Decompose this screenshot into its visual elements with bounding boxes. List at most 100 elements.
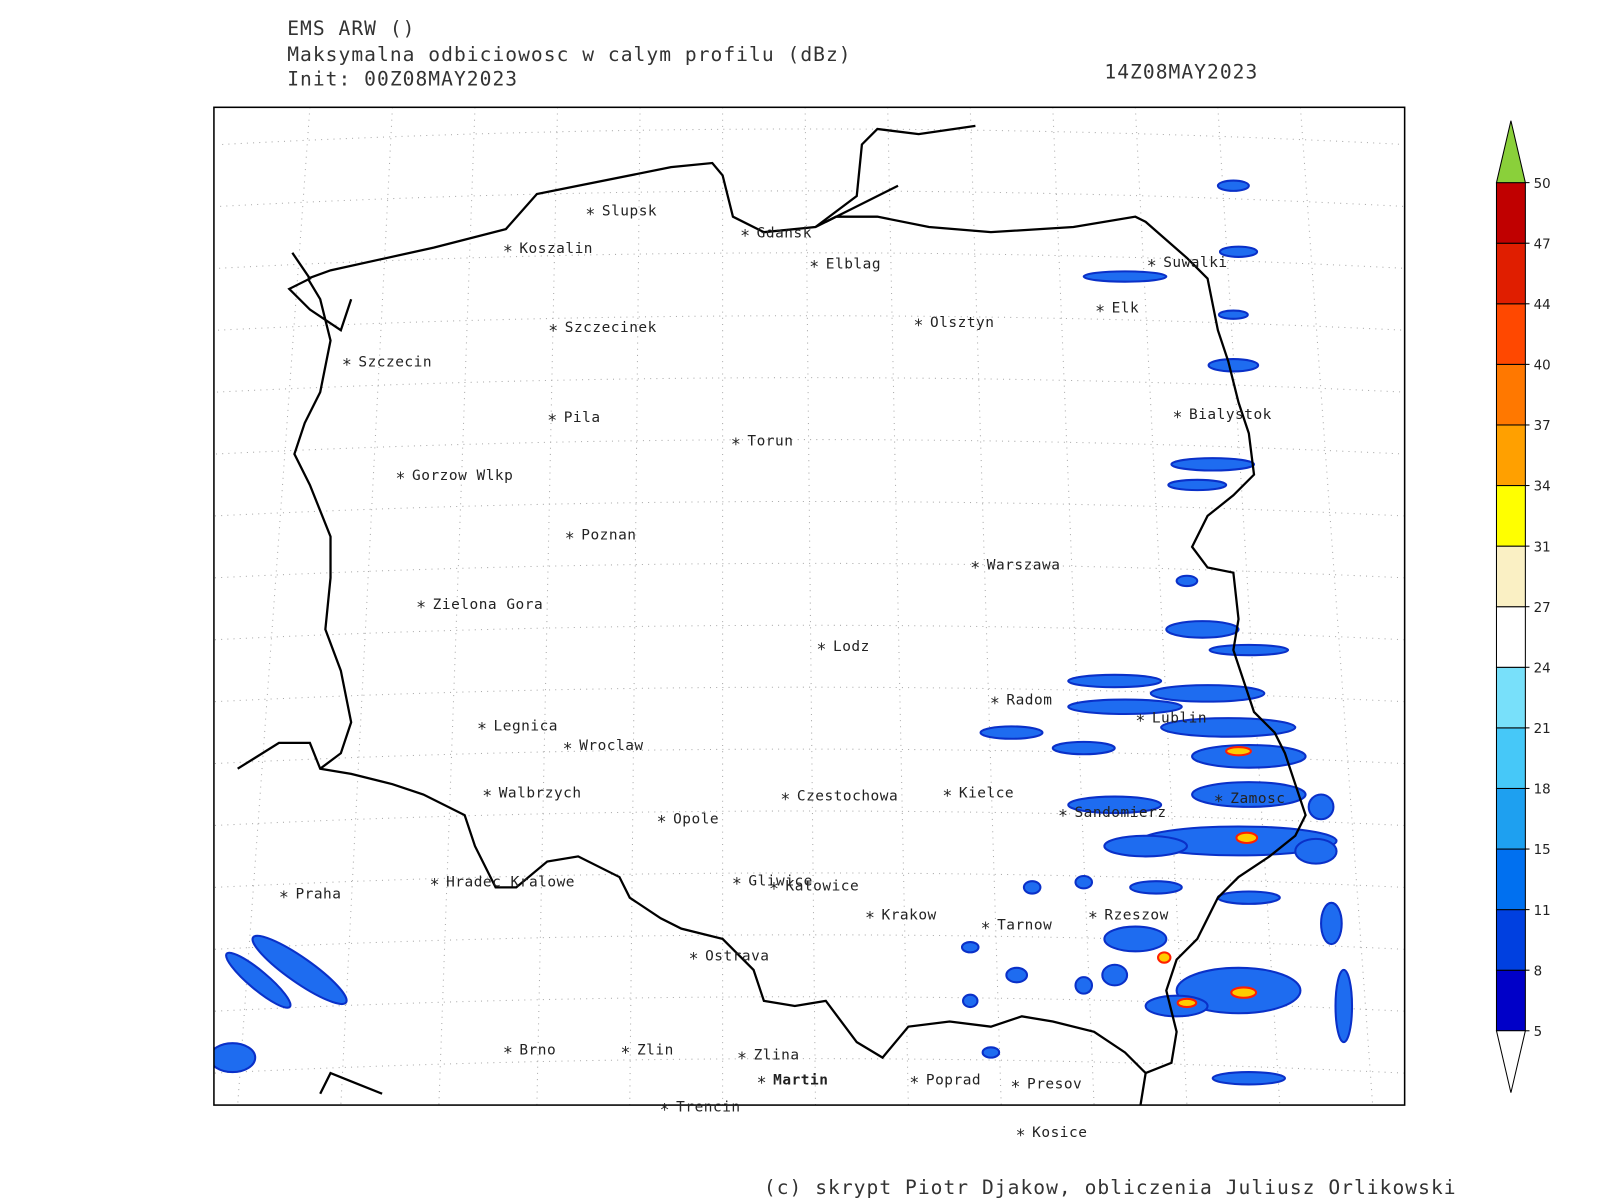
city-marker: * [1214,792,1224,811]
colorbar-tick-label: 50 [1534,177,1551,192]
city-marker: * [942,787,952,806]
colorbar-tick-label: 40 [1534,359,1551,374]
city-label: Hradec Kralowe [446,874,575,890]
city-marker: * [757,1074,767,1093]
city-label: Suwalki [1163,255,1227,271]
colorbar-tick-label: 18 [1534,783,1551,798]
colorbar-bin [1495,848,1526,911]
city-label: Rzeszow [1104,907,1168,923]
city-labels: * Slupsk * Koszalin * Gdansk * Elblag * Suwalki * E… [279,204,1285,1097]
colorbar-bin [1495,242,1526,305]
city-label: Pila [564,410,601,426]
colorbar-tick-label: 37 [1534,419,1551,434]
city-marker: * [737,1049,747,1068]
city-label: Sandomierz [1074,805,1166,821]
city-label: Zielona Gora [433,597,544,613]
city-label: Elblag [826,256,881,272]
city-label: Radom [1006,693,1052,709]
model-title: EMS ARW () [287,17,415,40]
field-title: Maksymalna odbiciowosc w calym profilu (… [287,43,851,66]
city-marker: * [780,790,790,809]
city-label: Martin [773,1072,828,1088]
city-marker: * [477,720,487,739]
city-label: Gorzow Wlkp [412,468,513,484]
city-marker: * [1016,1126,1026,1145]
graticule [214,107,1404,1106]
city-label: Zlin [637,1043,674,1059]
city-marker: * [981,919,991,938]
city-label: Lodz [833,639,870,655]
city-label: Koszalin [519,241,593,257]
city-label: Lublin [1152,710,1207,726]
city-label: Tarnow [997,918,1052,934]
city-label: Elk [1112,301,1140,317]
colorbar-over [1495,120,1527,184]
init-time: Init: 00Z08MAY2023 [287,68,518,91]
colorbar-bin [1495,909,1526,971]
city-marker: * [660,1100,670,1119]
city-marker: * [689,950,699,969]
city-label: Warszawa [987,558,1061,574]
city-marker: * [563,739,573,758]
city-label: Zlina [754,1048,800,1064]
city-marker: * [1010,1078,1020,1097]
city-marker: * [1095,302,1105,321]
city-label: Wroclaw [579,738,643,754]
colorbar-tick-label: 24 [1534,661,1551,676]
city-marker: * [1058,806,1068,825]
colorbar-tick-label: 8 [1534,964,1543,979]
city-marker: * [732,874,742,893]
precipitation [213,179,1354,1086]
city-marker: * [430,875,440,894]
city-marker: * [657,813,667,832]
colorbar-bin [1495,363,1526,426]
city-marker: * [1172,408,1182,427]
city-marker: * [503,242,513,261]
city-marker: * [279,888,289,907]
valid-time: 14Z08MAY2023 [1104,60,1258,83]
city-marker: * [620,1044,630,1063]
city-marker: * [416,598,426,617]
city-marker: * [909,1074,919,1093]
city-marker: * [1147,256,1157,275]
colorbar-bin [1495,606,1526,668]
city-marker: * [1135,711,1145,730]
city-marker: * [342,355,352,374]
colorbar-tick-label: 21 [1534,722,1551,737]
city-marker: * [565,529,575,548]
city-marker: * [970,559,980,578]
colorbar-bin [1495,303,1526,365]
city-marker: * [990,694,1000,713]
colorbar-tick-label: 31 [1534,540,1551,555]
city-label: Gdansk [757,225,812,241]
city-label: Bialystok [1189,407,1272,423]
city-marker: * [740,226,750,245]
city-marker: * [585,205,595,224]
colorbar-bin [1495,666,1526,729]
city-label: Opole [673,811,719,827]
city-label: Szczecin [358,354,432,370]
city-marker: * [817,640,827,659]
map-frame [213,106,1406,1106]
city-label: Trencin [676,1099,740,1115]
city-marker: * [731,435,741,454]
city-marker: * [482,787,492,806]
city-marker: * [396,469,406,488]
city-label: Kielce [959,786,1014,802]
city-marker: * [865,908,875,927]
colorbar-tick-label: 15 [1534,843,1551,858]
city-marker: * [809,257,819,276]
city-label: Poprad [926,1072,981,1088]
colorbar-tick-label: 5 [1534,1025,1543,1040]
city-label: Katowice [786,878,860,894]
city-label: Legnica [494,719,558,735]
colorbar: 5 8 11 15 18 21 24 27 31 34 37 40 44 47 50 [1495,120,1551,1093]
colorbar-bin [1495,787,1526,850]
colorbar-tick-label: 11 [1534,904,1551,919]
colorbar-bin [1495,424,1526,487]
colorbar-bin [1495,545,1526,608]
city-marker: * [547,411,557,430]
colorbar-bin [1495,182,1526,244]
city-label: Gliwice [748,873,812,889]
